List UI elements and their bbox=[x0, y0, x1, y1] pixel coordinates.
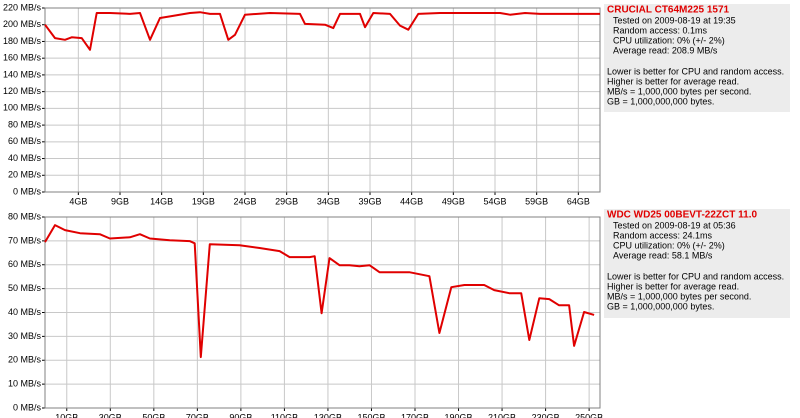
x-tick-label: 4GB bbox=[69, 196, 87, 206]
y-tick-label: 200 MB/s bbox=[3, 19, 42, 29]
x-tick-label: 190GB bbox=[445, 412, 473, 418]
y-tick-label: 40 MB/s bbox=[8, 307, 42, 317]
y-tick-label: 50 MB/s bbox=[8, 283, 42, 293]
note-line: Lower is better for CPU and random acces… bbox=[607, 271, 784, 281]
info-line: Random access: 24.1ms bbox=[613, 230, 713, 240]
x-tick-label: 170GB bbox=[401, 412, 429, 418]
note-line: GB = 1,000,000,000 bytes. bbox=[607, 96, 714, 106]
note-line: Higher is better for average read. bbox=[607, 281, 739, 291]
read-line bbox=[44, 11, 600, 51]
y-tick-label: 60 MB/s bbox=[8, 136, 42, 146]
y-tick-label: 160 MB/s bbox=[3, 53, 42, 63]
drive-title: CRUCIAL CT64M225 1571 bbox=[607, 5, 730, 16]
y-tick-label: 60 MB/s bbox=[8, 259, 42, 269]
x-tick-label: 50GB bbox=[142, 412, 165, 418]
x-tick-label: 9GB bbox=[111, 196, 129, 206]
y-tick-label: 0 MB/s bbox=[13, 186, 42, 196]
read-line bbox=[44, 224, 595, 359]
x-tick-label: 230GB bbox=[532, 412, 560, 418]
info-line: Random access: 0.1ms bbox=[613, 25, 708, 35]
note-line: Lower is better for CPU and random acces… bbox=[607, 66, 784, 76]
y-tick-label: 20 MB/s bbox=[8, 170, 42, 180]
x-tick-label: 29GB bbox=[275, 196, 298, 206]
x-tick-label: 210GB bbox=[488, 412, 516, 418]
y-tick-label: 10 MB/s bbox=[8, 379, 42, 389]
x-tick-label: 14GB bbox=[150, 196, 173, 206]
y-tick-label: 140 MB/s bbox=[3, 69, 42, 79]
plot-area bbox=[44, 7, 601, 193]
y-tick-label: 80 MB/s bbox=[8, 119, 42, 129]
info-line: CPU utilization: 0% (+/- 2%) bbox=[613, 35, 725, 45]
y-tick-label: 100 MB/s bbox=[3, 103, 42, 113]
x-tick-label: 70GB bbox=[186, 412, 209, 418]
x-tick-label: 34GB bbox=[317, 196, 340, 206]
x-tick-label: 49GB bbox=[442, 196, 465, 206]
plot-border bbox=[44, 216, 601, 409]
info-line: Tested on 2009-08-19 at 19:35 bbox=[613, 15, 736, 25]
y-tick-label: 0 MB/s bbox=[13, 402, 42, 412]
y-tick-label: 40 MB/s bbox=[8, 153, 42, 163]
info-line: Average read: 208.9 MB/s bbox=[613, 45, 718, 55]
x-tick-label: 39GB bbox=[358, 196, 381, 206]
x-tick-label: 110GB bbox=[271, 412, 298, 418]
note-line: MB/s = 1,000,000 bytes per second. bbox=[607, 86, 751, 96]
y-tick-label: 20 MB/s bbox=[8, 355, 42, 365]
x-tick-label: 44GB bbox=[400, 196, 423, 206]
drive-title: WDC WD25 00BEVT-22ZCT 11.0 bbox=[607, 210, 757, 221]
y-tick-label: 30 MB/s bbox=[8, 331, 42, 341]
x-tick-label: 90GB bbox=[229, 412, 252, 418]
y-tick-label: 220 MB/s bbox=[3, 2, 42, 12]
plot-border bbox=[44, 7, 601, 193]
x-tick-label: 59GB bbox=[525, 196, 548, 206]
x-tick-label: 24GB bbox=[233, 196, 256, 206]
y-tick-label: 80 MB/s bbox=[8, 211, 42, 221]
y-tick-label: 70 MB/s bbox=[8, 235, 42, 245]
x-tick-label: 150GB bbox=[357, 412, 385, 418]
info-line: CPU utilization: 0% (+/- 2%) bbox=[613, 240, 725, 250]
x-tick-label: 130GB bbox=[314, 412, 342, 418]
x-tick-label: 64GB bbox=[567, 196, 590, 206]
x-tick-label: 250GB bbox=[575, 412, 603, 418]
x-tick-label: 54GB bbox=[483, 196, 506, 206]
x-tick-label: 19GB bbox=[192, 196, 215, 206]
note-line: GB = 1,000,000,000 bytes. bbox=[607, 301, 714, 311]
info-line: Tested on 2009-08-19 at 05:36 bbox=[613, 220, 736, 230]
note-line: Higher is better for average read. bbox=[607, 76, 739, 86]
note-line: MB/s = 1,000,000 bytes per second. bbox=[607, 291, 751, 301]
y-tick-label: 180 MB/s bbox=[3, 36, 42, 46]
info-panel bbox=[604, 4, 790, 112]
x-tick-label: 30GB bbox=[99, 412, 122, 418]
info-panel bbox=[604, 209, 790, 318]
info-line: Average read: 58.1 MB/s bbox=[613, 250, 713, 260]
x-tick-label: 10GB bbox=[55, 412, 78, 418]
y-tick-label: 120 MB/s bbox=[3, 86, 42, 96]
